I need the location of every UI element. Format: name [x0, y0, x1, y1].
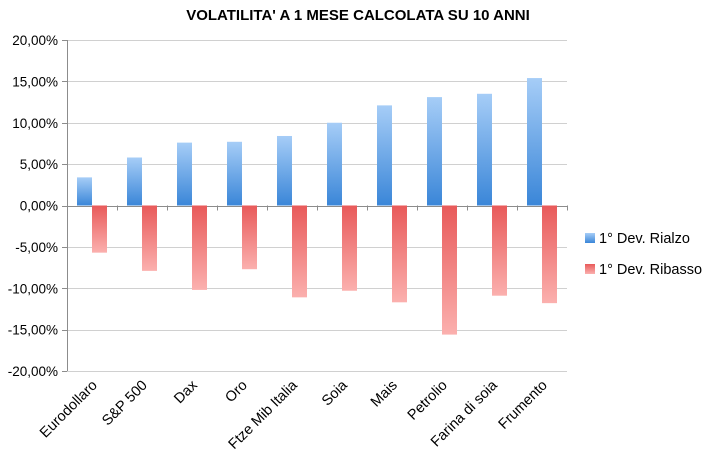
- bar-rialzo: [377, 105, 392, 206]
- y-tick-label: 10,00%: [12, 116, 58, 131]
- bar-rialzo: [477, 93, 492, 206]
- x-tick-label: Oro: [222, 378, 250, 406]
- legend-swatch-ribasso: [585, 264, 595, 274]
- bar-rialzo: [527, 78, 542, 206]
- legend-label-ribasso: 1° Dev. Ribasso: [599, 262, 702, 278]
- bar-ribasso: [442, 205, 457, 335]
- y-tick-label: -15,00%: [8, 323, 58, 338]
- x-tick-label: Soia: [319, 377, 351, 409]
- y-tick-label: -20,00%: [8, 364, 58, 379]
- x-tick-label: Frumento: [496, 378, 551, 433]
- y-tick-labels: 20,00% 15,00% 10,00% 5,00% 0,00% -5,00% -10,00…: [8, 33, 58, 379]
- y-tick-label: -5,00%: [15, 240, 58, 255]
- bar-rialzo: [177, 142, 192, 206]
- chart-title: VOLATILITA' A 1 MESE CALCOLATA SU 10 ANN…: [186, 7, 530, 24]
- bars: [77, 78, 557, 335]
- bar-rialzo: [327, 122, 342, 206]
- bar-rialzo: [77, 177, 92, 206]
- axes: [62, 40, 568, 372]
- bar-rialzo: [127, 157, 142, 206]
- x-tick-label: Mais: [368, 378, 401, 411]
- bar-ribasso: [242, 205, 257, 270]
- bar-ribasso: [392, 205, 407, 303]
- y-tick-label: 15,00%: [12, 74, 58, 89]
- bar-ribasso: [542, 205, 557, 304]
- y-tick-label: -10,00%: [8, 281, 58, 296]
- legend-label-rialzo: 1° Dev. Rialzo: [599, 231, 690, 247]
- bar-ribasso: [92, 205, 107, 253]
- y-tick-label: 0,00%: [20, 199, 58, 214]
- bar-ribasso: [142, 205, 157, 271]
- legend: 1° Dev. Rialzo 1° Dev. Ribasso: [585, 231, 702, 278]
- x-tick-label: Dax: [171, 377, 201, 407]
- x-tick-label: Petrolio: [405, 378, 451, 424]
- x-tick-label: S&P 500: [99, 378, 151, 430]
- bar-rialzo: [427, 97, 442, 206]
- bar-ribasso: [192, 205, 207, 290]
- legend-swatch-rialzo: [585, 233, 595, 243]
- bar-rialzo: [277, 135, 292, 206]
- y-tick-label: 20,00%: [12, 33, 58, 48]
- bar-rialzo: [227, 141, 242, 206]
- bar-ribasso: [492, 205, 507, 296]
- bar-ribasso: [342, 205, 357, 291]
- x-tick-label: Eurodollaro: [37, 378, 101, 442]
- y-tick-label: 5,00%: [20, 157, 58, 172]
- bar-ribasso: [292, 205, 307, 298]
